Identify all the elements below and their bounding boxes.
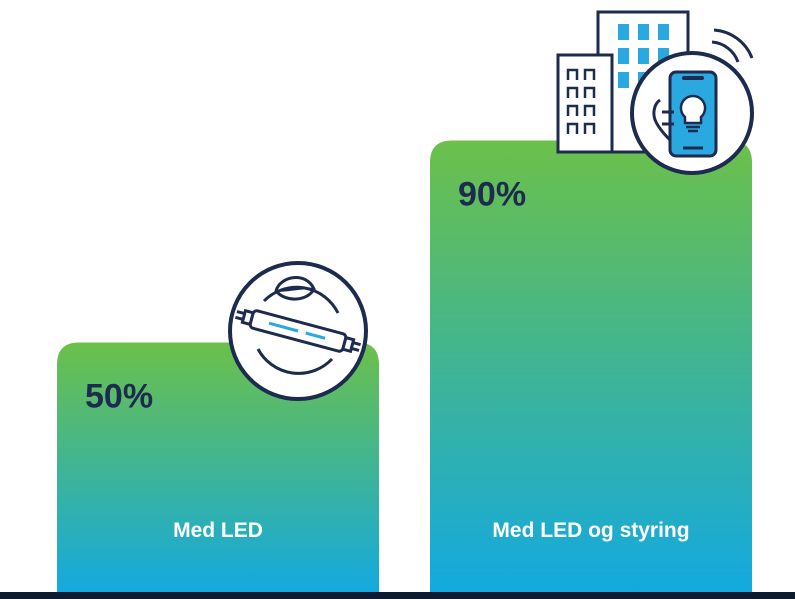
data-label: 50% xyxy=(85,378,153,416)
category-label: Med LED xyxy=(173,519,263,542)
bar xyxy=(430,140,752,595)
led-tube-cycle-icon xyxy=(228,261,368,401)
bars-group: 50% Med LED 90% Med LED og styring xyxy=(57,140,752,595)
category-label: Med LED og styring xyxy=(492,519,689,542)
data-label: 90% xyxy=(458,176,526,214)
chart-baseline xyxy=(0,592,795,599)
bar xyxy=(57,342,379,595)
building-phone-lightbulb-icon xyxy=(556,10,754,175)
